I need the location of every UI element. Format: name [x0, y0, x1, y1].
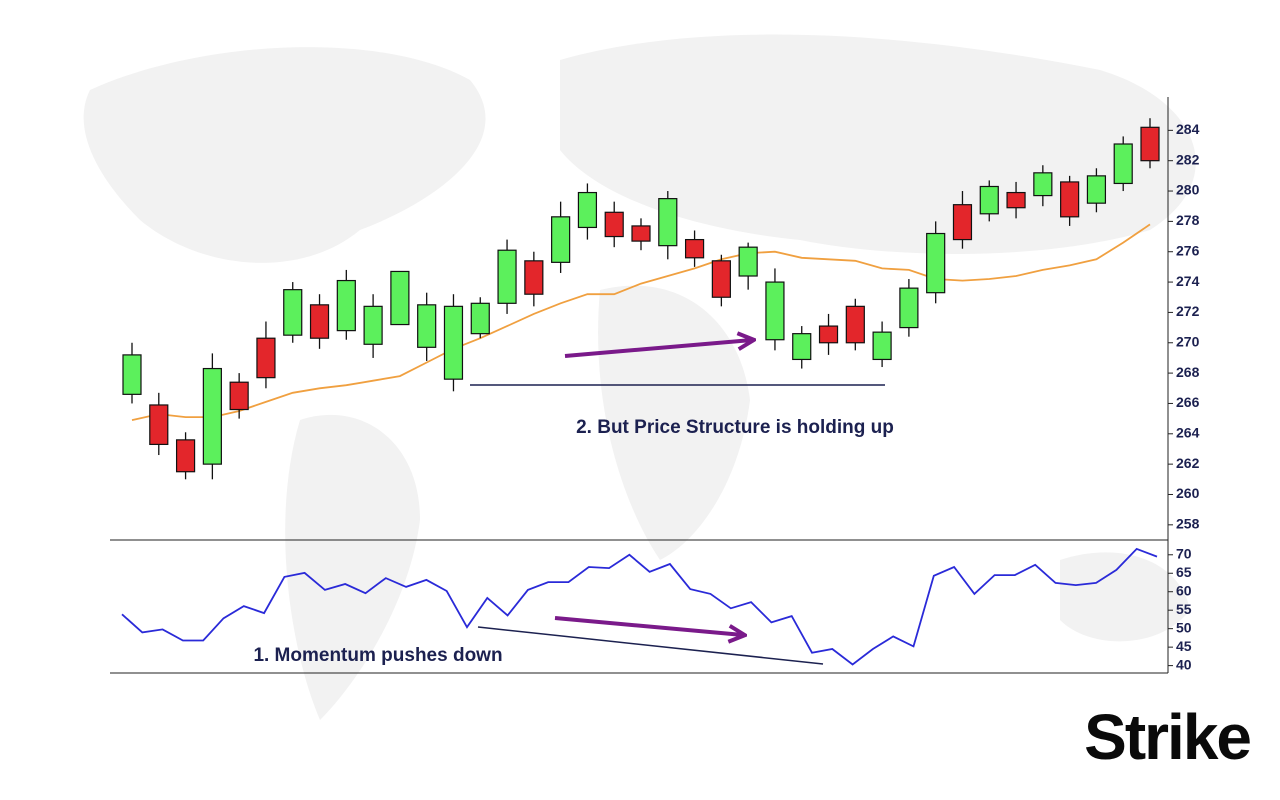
y-tick-label: 282 [1176, 151, 1200, 167]
candle-body [390, 270, 410, 326]
y-tick-label: 262 [1176, 455, 1200, 471]
price-arrow [564, 340, 752, 358]
candle-body [551, 216, 571, 263]
y-tick-label: 258 [1176, 516, 1200, 532]
y-tick-label: 280 [1176, 182, 1200, 198]
y-tick-label: 70 [1176, 545, 1192, 561]
y-tick-label: 276 [1176, 242, 1200, 258]
candle-body [577, 191, 598, 229]
y-tick-label: 60 [1176, 582, 1192, 598]
candle-body [818, 325, 839, 344]
candle-body [952, 204, 973, 241]
candle-body [363, 305, 383, 345]
candle-body [604, 211, 624, 238]
candle-body [631, 225, 651, 242]
y-tick-label: 40 [1176, 656, 1192, 672]
candle-body [283, 289, 303, 336]
candle-body [256, 337, 276, 379]
candle-body [229, 381, 249, 411]
candle-body [1086, 175, 1107, 204]
candle-body [202, 367, 222, 465]
candle-body [845, 305, 865, 344]
brand-logo: Strike [1084, 701, 1250, 773]
candle-body [979, 185, 999, 215]
candle-body [1060, 181, 1080, 218]
candle-body [149, 404, 169, 446]
candle-body [872, 331, 892, 361]
axes [110, 97, 1169, 674]
y-tick-label: 266 [1176, 394, 1200, 410]
candle-body [792, 333, 812, 361]
price-annotation: 2. But Price Structure is holding up [576, 417, 894, 438]
candle-body [738, 246, 758, 277]
candle-body [658, 198, 678, 247]
y-tick-label: 264 [1176, 424, 1200, 440]
candle-body [711, 260, 731, 298]
world-map-background [83, 34, 1196, 720]
y-tick-label: 272 [1176, 303, 1200, 319]
candle-body [524, 260, 544, 295]
y-tick-label: 270 [1176, 333, 1200, 349]
candle-body [497, 249, 517, 304]
candle-body [336, 279, 356, 332]
y-tick-label: 55 [1176, 601, 1192, 617]
candle-body [765, 281, 785, 341]
y-tick-label: 65 [1176, 564, 1192, 580]
candle-body [175, 439, 196, 473]
y-tick-label: 278 [1176, 212, 1200, 228]
candle-body [470, 302, 490, 335]
candle-body [1033, 172, 1053, 197]
candle-body [1006, 191, 1026, 209]
momentum-arrow [554, 616, 743, 635]
moving-average [131, 223, 1151, 421]
y-tick-label: 260 [1176, 485, 1200, 501]
candle-body [926, 232, 946, 294]
candle-body [122, 354, 142, 395]
y-tick-label: 284 [1176, 121, 1200, 137]
candle-body [1140, 126, 1160, 162]
momentum-annotation: 1. Momentum pushes down [253, 645, 502, 666]
candle-body [309, 304, 330, 339]
y-tick-label: 274 [1176, 273, 1200, 289]
y-tick-label: 50 [1176, 619, 1192, 635]
momentum-line [121, 547, 1158, 666]
momentum-trendline [477, 626, 824, 665]
candle-body [684, 238, 705, 259]
candle-body [417, 304, 437, 348]
candle-body [1113, 143, 1133, 185]
y-tick-label: 45 [1176, 638, 1192, 654]
candle-body [899, 287, 919, 329]
candle-body [443, 305, 464, 380]
y-tick-label: 268 [1176, 364, 1200, 380]
